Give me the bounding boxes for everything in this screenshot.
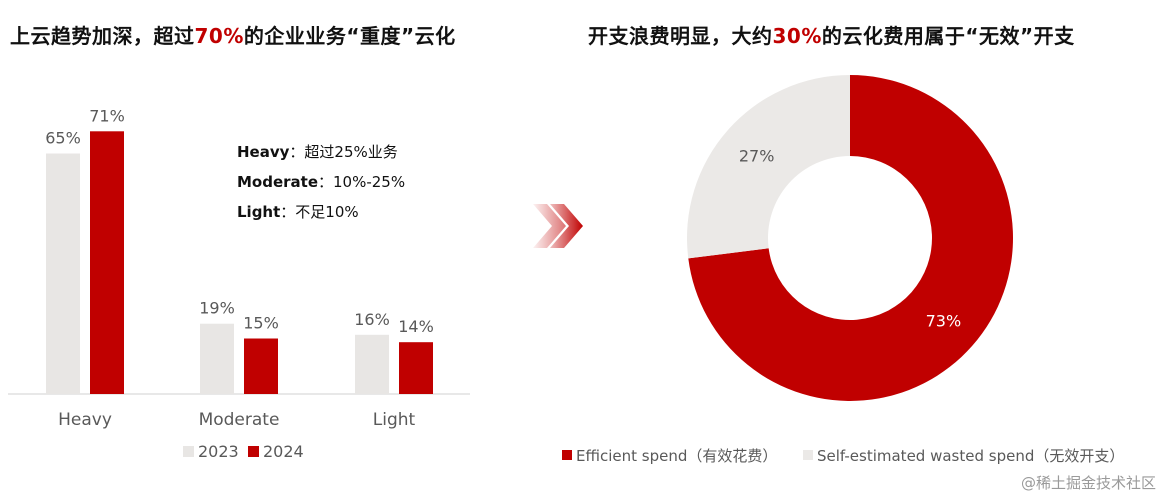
double-chevron-right-icon [533, 204, 583, 248]
bar-2023-heavy [46, 153, 80, 394]
category-label: Light [373, 410, 416, 430]
bar-2024-light [399, 342, 433, 394]
legend-label-2024: 2024 [263, 442, 304, 461]
bar-2023-light [355, 334, 389, 394]
legend-swatch-efficient [562, 450, 572, 460]
data-label: 19% [199, 299, 235, 318]
data-label: 65% [45, 129, 81, 148]
bar-chart: 65% 71% Heavy 19% 15% Moderate 16% 14% Light 2023… [8, 106, 470, 461]
watermark: @稀土掘金技术社区 [1020, 474, 1156, 492]
slice-label: 73% [926, 311, 962, 330]
legend-swatch-wasted [803, 450, 813, 460]
donut-slice-efficient [688, 75, 1013, 401]
category-label: Heavy [58, 410, 112, 430]
data-label: 15% [243, 314, 279, 333]
bar-2024-heavy [90, 131, 124, 395]
data-label: 71% [89, 106, 125, 125]
data-label: 14% [398, 317, 434, 336]
legend-label-2023: 2023 [198, 442, 239, 461]
bar-2024-moderate [244, 338, 278, 394]
definition-heavy: Heavy：超过25%业务 [237, 143, 398, 161]
legend-swatch-2023 [183, 446, 194, 457]
legend-label-wasted: Self-estimated wasted spend（无效开支） [817, 447, 1124, 465]
donut-slice-wasted [686, 75, 850, 259]
slice-label: 27% [739, 147, 775, 166]
legend-swatch-2024 [248, 446, 259, 457]
left-chart-title: 上云趋势加深，超过70%的企业业务“重度”云化 [10, 24, 456, 48]
right-chart-title: 开支浪费明显，大约30%的云化费用属于“无效”开支 [588, 24, 1075, 48]
legend-label-efficient: Efficient spend（有效花费） [576, 447, 777, 465]
bar-2023-moderate [200, 323, 234, 394]
data-label: 16% [354, 310, 390, 329]
category-label: Moderate [199, 410, 280, 430]
definition-moderate: Moderate：10%-25% [237, 173, 405, 191]
definition-light: Light：不足10% [237, 203, 359, 221]
